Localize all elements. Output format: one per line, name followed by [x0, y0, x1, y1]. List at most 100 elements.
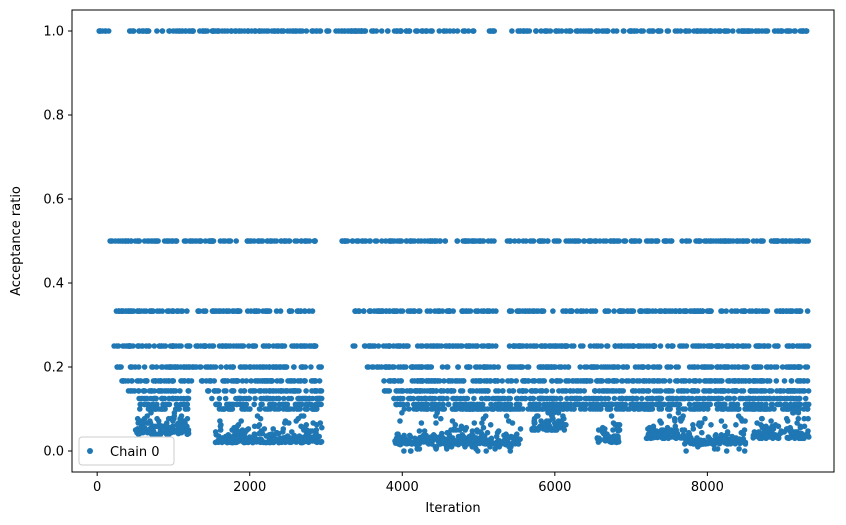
data-point [477, 364, 483, 370]
data-point [533, 401, 540, 408]
data-point [553, 395, 560, 402]
data-point [303, 422, 310, 428]
data-point [535, 427, 541, 433]
data-point [402, 440, 408, 447]
data-point [705, 406, 711, 412]
data-point [804, 406, 811, 412]
data-point [560, 308, 566, 314]
data-point [664, 406, 671, 412]
data-point [596, 388, 602, 394]
data-point [128, 378, 135, 384]
data-point [303, 401, 309, 408]
data-point [414, 343, 421, 349]
data-point [469, 428, 476, 434]
data-point [497, 395, 503, 402]
data-point [409, 364, 415, 370]
data-point [166, 401, 173, 408]
y-tick-label: 0.6 [43, 193, 64, 208]
data-point [471, 238, 478, 244]
data-point [581, 238, 587, 244]
data-point [309, 308, 316, 314]
data-point [439, 406, 446, 412]
data-point [181, 364, 187, 370]
data-point [543, 28, 549, 34]
data-point [212, 388, 219, 394]
data-point [143, 343, 150, 349]
data-point [740, 431, 747, 438]
data-point [226, 308, 232, 314]
data-point [452, 343, 459, 349]
data-point [403, 238, 410, 244]
data-point [774, 388, 780, 394]
data-point [746, 401, 753, 408]
data-point [472, 435, 478, 442]
data-point [673, 378, 679, 384]
data-point [256, 28, 263, 34]
data-point [679, 238, 685, 244]
data-point [539, 388, 545, 394]
data-point [185, 430, 191, 437]
data-point [723, 28, 730, 34]
plot-frame [71, 9, 835, 473]
data-point [211, 378, 217, 384]
x-axis: 0 2000 4000 6000 8000 [93, 472, 724, 495]
data-point [490, 364, 497, 370]
data-point [564, 395, 570, 402]
data-point [509, 28, 515, 34]
data-point [640, 364, 646, 370]
data-point [474, 308, 481, 314]
data-point [801, 388, 808, 394]
data-point [531, 308, 537, 314]
data-point [681, 395, 687, 402]
data-point [525, 406, 531, 412]
data-point [551, 343, 558, 349]
data-point [123, 308, 129, 314]
data-point [573, 238, 579, 244]
data-point [356, 28, 363, 34]
data-point [614, 426, 621, 432]
data-point [269, 388, 276, 394]
data-point [302, 343, 308, 349]
data-point [383, 364, 390, 370]
data-point [396, 28, 403, 34]
data-point [387, 238, 394, 244]
data-point [723, 308, 729, 314]
data-point [480, 388, 487, 394]
data-point [527, 401, 533, 408]
data-point [745, 343, 752, 349]
data-point [209, 28, 216, 34]
data-point [130, 28, 136, 34]
data-point [266, 343, 272, 349]
data-point [789, 308, 796, 314]
data-point [511, 364, 517, 370]
data-point [141, 415, 148, 422]
data-point [516, 308, 522, 314]
data-point [557, 378, 564, 384]
data-point [230, 364, 237, 370]
data-point [630, 378, 637, 384]
data-point [468, 401, 475, 408]
data-point [794, 388, 800, 394]
data-point [804, 432, 811, 438]
data-point [263, 388, 270, 394]
data-point [713, 388, 720, 394]
data-point [299, 28, 306, 34]
data-point [665, 28, 672, 34]
data-point [768, 418, 774, 424]
data-point [805, 343, 812, 349]
data-point [730, 406, 736, 412]
data-point [149, 364, 155, 370]
data-point [797, 308, 804, 314]
data-point [605, 395, 612, 402]
y-axis: 0.0 0.2 0.4 0.6 0.8 1.0 [43, 25, 72, 460]
data-point [742, 406, 748, 412]
data-point [149, 401, 156, 408]
data-point [577, 364, 583, 370]
data-point [686, 395, 692, 402]
data-point [475, 406, 481, 412]
data-point [636, 238, 642, 244]
data-point [432, 444, 439, 450]
data-point [513, 378, 519, 384]
data-point [725, 388, 732, 394]
data-point [742, 364, 749, 370]
